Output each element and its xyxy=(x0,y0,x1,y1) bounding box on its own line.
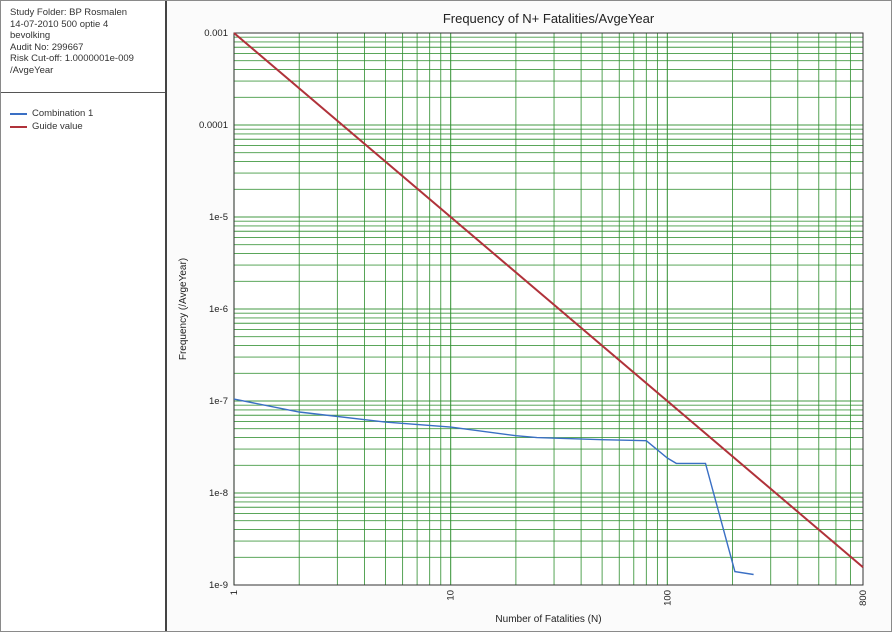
x-tick-label: 10 xyxy=(446,590,457,601)
x-axis-label: Number of Fatalities (N) xyxy=(495,614,601,625)
y-axis-label: Frequency (/AvgeYear) xyxy=(178,258,189,360)
fn-curve-chart: Frequency of N+ Fatalities/AvgeYear Numb… xyxy=(178,11,869,625)
legend-item-guide-value[interactable]: Guide value xyxy=(10,120,165,133)
sidebar-panel: Study Folder: BP Rosmalen 14-07-2010 500… xyxy=(1,1,167,631)
y-tick-label: 1e-8 xyxy=(209,488,228,499)
plot-frame xyxy=(233,32,864,586)
study-info-line: bevolking xyxy=(10,30,51,42)
x-tick-label: 100 xyxy=(662,590,673,606)
study-info-line: Risk Cut-off: 1.0000001e-009 xyxy=(10,53,134,65)
study-info-line: Audit No: 299667 xyxy=(10,41,84,53)
legend-swatch xyxy=(10,112,27,115)
y-tick-label: 0.001 xyxy=(204,28,228,39)
y-tick-label: 0.0001 xyxy=(199,120,228,131)
study-info-line: 14-07-2010 500 optie 4 xyxy=(10,18,109,30)
x-tick-label: 1 xyxy=(229,590,240,595)
legend-label: Guide value xyxy=(32,121,83,132)
y-tick-label: 1e-7 xyxy=(209,396,228,407)
legend-item-combination-1[interactable]: Combination 1 xyxy=(10,107,165,120)
series-line-combination-1 xyxy=(233,398,754,576)
legend-swatch xyxy=(10,125,27,128)
y-tick-label: 1e-6 xyxy=(209,304,228,315)
y-tick-label: 1e-9 xyxy=(209,580,228,591)
study-info-line: /AvgeYear xyxy=(10,64,54,76)
chart-area: Frequency of N+ Fatalities/AvgeYear Numb… xyxy=(169,1,891,631)
chart-legend: Combination 1 Guide value xyxy=(1,93,165,133)
y-tick-label: 1e-5 xyxy=(209,212,228,223)
chart-title: Frequency of N+ Fatalities/AvgeYear xyxy=(443,11,655,26)
study-info: Study Folder: BP Rosmalen 14-07-2010 500… xyxy=(1,1,165,93)
legend-label: Combination 1 xyxy=(32,108,94,119)
series-line-guide-value xyxy=(233,32,864,568)
study-info-line: Study Folder: BP Rosmalen xyxy=(10,7,128,18)
x-tick-label: 800 xyxy=(858,590,869,606)
